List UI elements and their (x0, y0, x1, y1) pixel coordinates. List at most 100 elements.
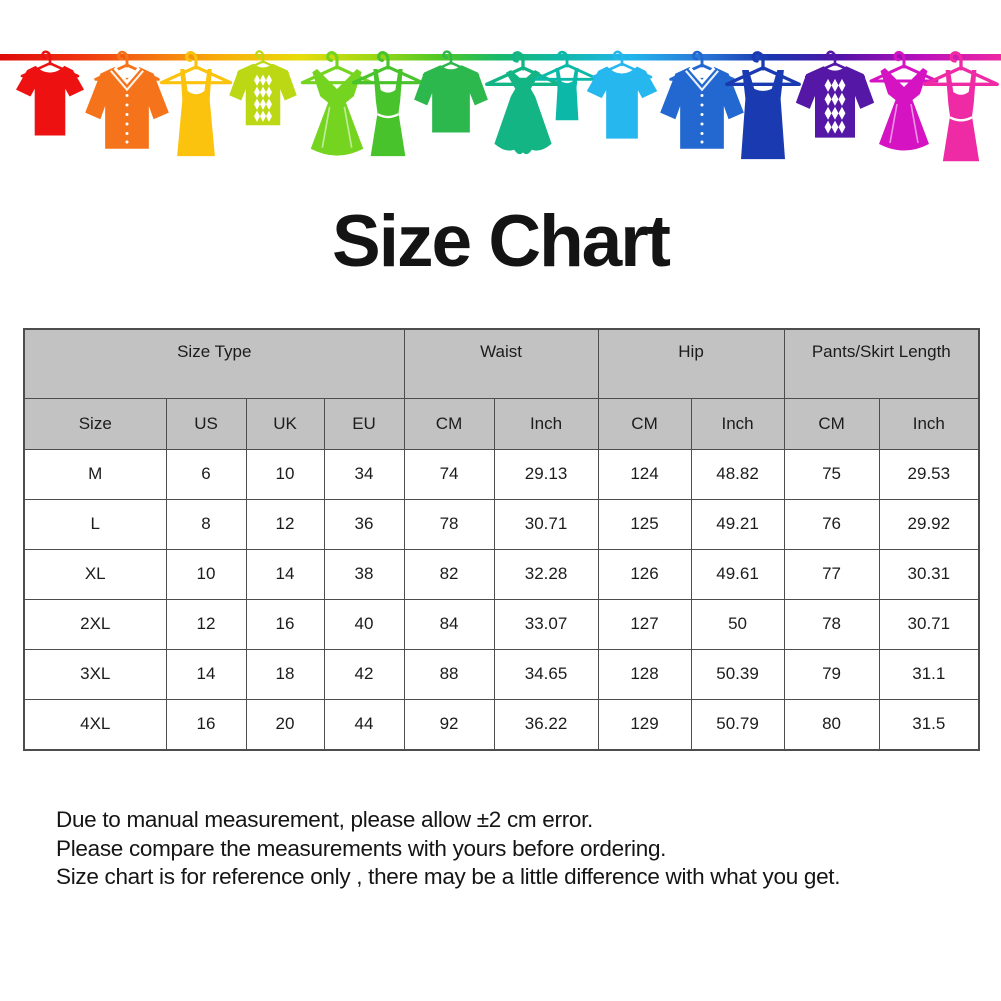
column-header: Inch (690, 397, 785, 450)
table-cell: 29.53 (878, 448, 980, 500)
table-cell: M (23, 448, 167, 500)
table-cell: XL (23, 548, 167, 600)
table-row: L 8 12 36 78 30.71 125 49.21 76 29.92 (23, 498, 980, 550)
green-dress-icon (302, 53, 371, 156)
table-cell: 30.71 (493, 498, 599, 550)
column-header: Inch (878, 397, 980, 450)
table-cell: 74 (403, 448, 495, 500)
table-cell: 44 (323, 698, 405, 750)
green-sweater-icon (414, 52, 488, 133)
measurement-notes: Due to manual measurement, please allow … (56, 806, 986, 892)
teal-dress-icon (487, 53, 560, 154)
table-header: Size Type Waist Hip Pants/Skirt Length Size… (23, 328, 980, 450)
table-cell: 78 (403, 498, 495, 550)
table-cell: 49.61 (690, 548, 785, 600)
table-cell: 125 (597, 498, 692, 550)
table-cell: 8 (165, 498, 247, 550)
table-cell: 29.92 (878, 498, 980, 550)
table-cell: 124 (597, 448, 692, 500)
table-cell: 77 (783, 548, 880, 600)
table-cell: 29.13 (493, 448, 599, 500)
table-sub-header-row: Size US UK EU CM Inch CM Inch CM Inch (23, 397, 980, 450)
table-row: XL 10 14 38 82 32.28 126 49.61 77 30.31 (23, 548, 980, 600)
column-header: UK (245, 397, 325, 450)
clothesline-banner (0, 0, 1001, 178)
table-cell: 16 (165, 698, 247, 750)
column-group-header: Hip (597, 328, 785, 399)
table-cell: 30.71 (878, 598, 980, 650)
table-cell: 14 (245, 548, 325, 600)
note-line-1: Due to manual measurement, please allow … (56, 807, 594, 832)
table-cell: 40 (323, 598, 405, 650)
table-row: 4XL 16 20 44 92 36.22 129 50.79 80 31.5 (23, 698, 980, 750)
yellow-camisole-icon (161, 53, 230, 157)
column-header: CM (597, 397, 692, 450)
table-cell: 127 (597, 598, 692, 650)
table-cell: 12 (165, 598, 247, 650)
table-cell: 78 (783, 598, 880, 650)
column-header: Inch (493, 397, 599, 450)
table-cell: 34.65 (493, 648, 599, 700)
table-cell: 2XL (23, 598, 167, 650)
pink-tank-dress-icon (925, 53, 998, 161)
table-cell: 92 (403, 698, 495, 750)
table-row: M 6 10 34 74 29.13 124 48.82 75 29.53 (23, 448, 980, 500)
table-cell: 10 (165, 548, 247, 600)
teal-mini-tank-icon (536, 52, 599, 120)
table-cell: 75 (783, 448, 880, 500)
table-cell: 20 (245, 698, 325, 750)
table-body: M 6 10 34 74 29.13 124 48.82 75 29.53 L 8 12 36 78 30.7… (23, 448, 980, 750)
size-chart-table-wrap: Size Type Waist Hip Pants/Skirt Length Size… (23, 328, 981, 751)
table-cell: 48.82 (690, 448, 785, 500)
table-cell: 32.28 (493, 548, 599, 600)
column-header: US (165, 397, 247, 450)
table-cell: 49.21 (690, 498, 785, 550)
banner-items (16, 51, 997, 161)
table-cell: 3XL (23, 648, 167, 700)
yellow-green-argyle-sweater-icon (229, 51, 297, 125)
table-cell: L (23, 498, 167, 550)
column-group-header: Size Type (23, 328, 405, 399)
table-cell: 88 (403, 648, 495, 700)
size-table: Size Type Waist Hip Pants/Skirt Length Size… (23, 328, 981, 751)
magenta-dress-icon (871, 52, 937, 150)
table-cell: 4XL (23, 698, 167, 750)
table-cell: 16 (245, 598, 325, 650)
table-cell: 42 (323, 648, 405, 700)
column-group-header: Waist (403, 328, 599, 399)
table-cell: 33.07 (493, 598, 599, 650)
table-cell: 31.1 (878, 648, 980, 700)
red-tshirt-icon (16, 52, 84, 136)
table-cell: 50 (690, 598, 785, 650)
table-cell: 129 (597, 698, 692, 750)
column-header: CM (403, 397, 495, 450)
table-cell: 82 (403, 548, 495, 600)
table-cell: 79 (783, 648, 880, 700)
table-cell: 31.5 (878, 698, 980, 750)
table-cell: 10 (245, 448, 325, 500)
cyan-tshirt-icon (587, 52, 657, 139)
column-header: EU (323, 397, 405, 450)
table-cell: 18 (245, 648, 325, 700)
table-cell: 36.22 (493, 698, 599, 750)
green-tank-dress-icon (353, 53, 422, 157)
note-line-3: Size chart is for reference only , there… (56, 864, 841, 889)
table-cell: 50.39 (690, 648, 785, 700)
table-cell: 84 (403, 598, 495, 650)
table-cell: 12 (245, 498, 325, 550)
table-group-header-row: Size Type Waist Hip Pants/Skirt Length (23, 328, 980, 399)
note-line-2: Please compare the measurements with you… (56, 835, 667, 861)
column-header: CM (783, 397, 880, 450)
table-cell: 80 (783, 698, 880, 750)
orange-shirt-icon (85, 52, 169, 149)
table-cell: 76 (783, 498, 880, 550)
table-cell: 38 (323, 548, 405, 600)
clothesline-rope (0, 54, 1001, 61)
column-group-header: Pants/Skirt Length (783, 328, 980, 399)
table-cell: 34 (323, 448, 405, 500)
table-cell: 30.31 (878, 548, 980, 600)
table-cell: 6 (165, 448, 247, 500)
table-cell: 126 (597, 548, 692, 600)
column-header: Size (23, 397, 167, 450)
